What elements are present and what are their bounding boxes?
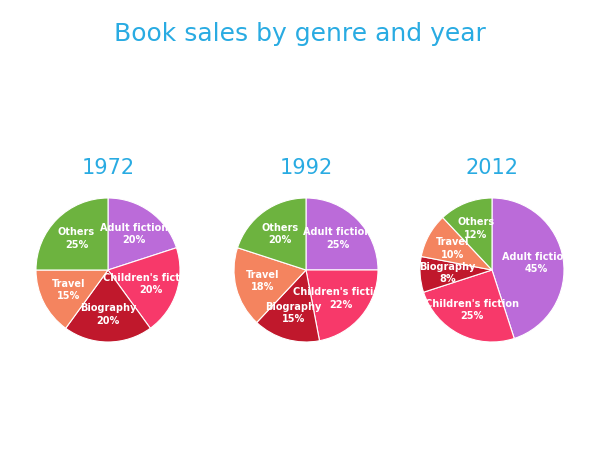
Wedge shape bbox=[234, 248, 306, 323]
Wedge shape bbox=[238, 198, 306, 270]
Wedge shape bbox=[108, 198, 176, 270]
Text: Biography
8%: Biography 8% bbox=[419, 261, 476, 284]
Wedge shape bbox=[443, 198, 492, 270]
Title: 2012: 2012 bbox=[466, 158, 518, 179]
Wedge shape bbox=[424, 270, 514, 342]
Wedge shape bbox=[108, 248, 180, 328]
Text: Travel
15%: Travel 15% bbox=[52, 279, 85, 302]
Text: Children's fiction
20%: Children's fiction 20% bbox=[103, 273, 197, 295]
Wedge shape bbox=[421, 217, 492, 270]
Text: Others
12%: Others 12% bbox=[457, 217, 494, 240]
Title: 1972: 1972 bbox=[82, 158, 134, 179]
Wedge shape bbox=[306, 198, 378, 270]
Wedge shape bbox=[420, 256, 492, 292]
Wedge shape bbox=[492, 198, 564, 338]
Text: Travel
10%: Travel 10% bbox=[436, 237, 470, 260]
Text: Others
25%: Others 25% bbox=[58, 227, 95, 250]
Wedge shape bbox=[306, 270, 378, 341]
Text: Adult fiction
20%: Adult fiction 20% bbox=[100, 223, 169, 245]
Text: Book sales by genre and year: Book sales by genre and year bbox=[114, 22, 486, 46]
Wedge shape bbox=[36, 198, 108, 270]
Wedge shape bbox=[257, 270, 319, 342]
Title: 1992: 1992 bbox=[280, 158, 332, 179]
Text: Biography
15%: Biography 15% bbox=[265, 302, 322, 324]
Text: Biography
20%: Biography 20% bbox=[80, 303, 136, 326]
Text: Children's fiction
25%: Children's fiction 25% bbox=[425, 298, 519, 321]
Text: Others
20%: Others 20% bbox=[261, 223, 298, 245]
Wedge shape bbox=[36, 270, 108, 328]
Text: Adult fiction
25%: Adult fiction 25% bbox=[304, 227, 371, 250]
Text: Adult fiction
45%: Adult fiction 45% bbox=[502, 252, 570, 274]
Wedge shape bbox=[65, 270, 151, 342]
Text: Children's fiction
22%: Children's fiction 22% bbox=[293, 287, 388, 310]
Text: Travel
18%: Travel 18% bbox=[246, 270, 280, 292]
